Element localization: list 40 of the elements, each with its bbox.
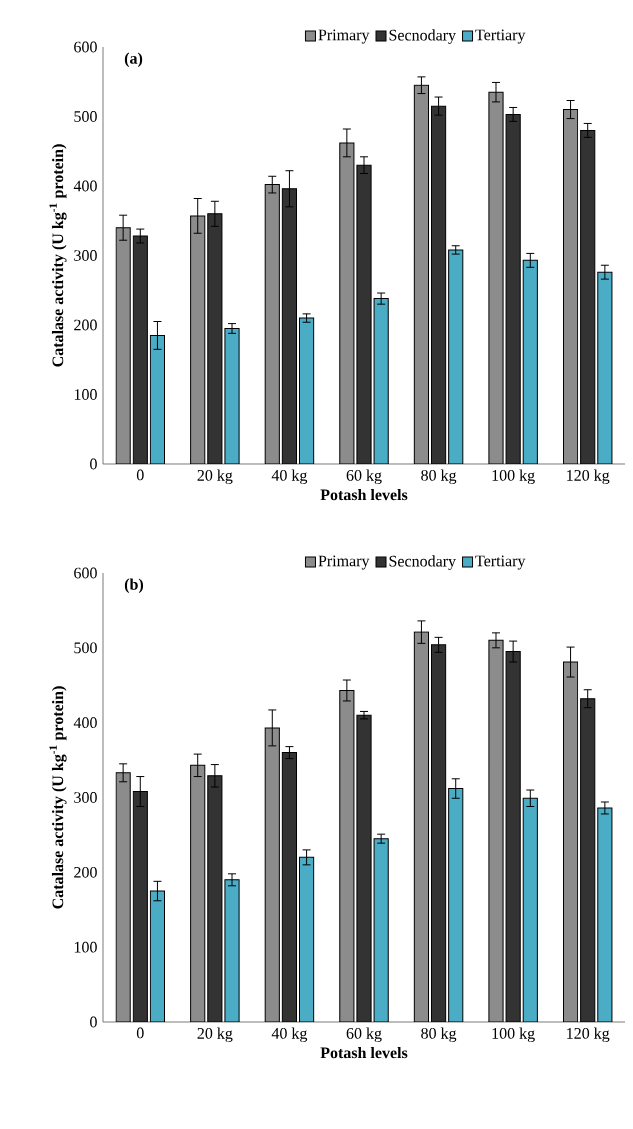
x-tick-label: 60 kg [346, 469, 382, 485]
y-tick-label: 200 [74, 866, 97, 878]
x-tick-label: 20 kg [197, 1027, 233, 1043]
legend-label: Tertiary [475, 29, 526, 44]
chart-title: (b) [124, 578, 144, 594]
y-tick-label: 0 [90, 1016, 97, 1028]
chart-title: (a) [124, 52, 143, 68]
y-tick-label: 400 [73, 180, 97, 192]
x-tick-label: 0 [136, 1027, 144, 1039]
x-axis-title: Potash levels [320, 1046, 408, 1059]
x-tick-label: 0 [136, 469, 144, 481]
x-tick-label: 120 kg [567, 1027, 610, 1043]
y-tick-label: 200 [74, 319, 97, 331]
x-axis-title: Potash levels [320, 488, 408, 501]
legend-label: Primary [318, 29, 370, 44]
x-tick-label: 60 kg [346, 1027, 382, 1043]
y-tick-label: 500 [74, 642, 97, 654]
y-axis-title: Catalase activity (U kg$^{-1}$ protein) [49, 686, 67, 909]
y-tick-label: 600 [74, 567, 97, 579]
x-tick-label: 40 kg [271, 469, 308, 485]
y-tick-label: 600 [74, 41, 97, 53]
x-tick-label: 100 kg [492, 1027, 535, 1043]
legend-label: Secnodary [389, 555, 456, 570]
y-axis-title: Catalase activity (U kg$^{-1}$ protein) [49, 144, 67, 367]
y-tick-label: 0 [90, 458, 97, 470]
y-tick-label: 100 [74, 941, 97, 953]
x-tick-label: 120 kg [567, 469, 610, 485]
y-tick-label: 100 [74, 389, 97, 400]
x-tick-label: 20 kg [197, 469, 233, 485]
y-tick-label: 300 [74, 792, 97, 803]
y-tick-label: 400 [73, 717, 97, 729]
x-tick-label: 80 kg [421, 1027, 457, 1043]
y-tick-label: 300 [74, 250, 97, 261]
legend-label: Tertiary [475, 555, 526, 570]
y-tick-label: 500 [74, 111, 97, 122]
x-tick-label: 100 kg [492, 469, 535, 485]
x-tick-label: 80 kg [421, 469, 457, 485]
x-tick-label: 40 kg [271, 1027, 308, 1043]
legend-label: Secnodary [389, 29, 456, 44]
legend-label: Primary [318, 555, 370, 570]
